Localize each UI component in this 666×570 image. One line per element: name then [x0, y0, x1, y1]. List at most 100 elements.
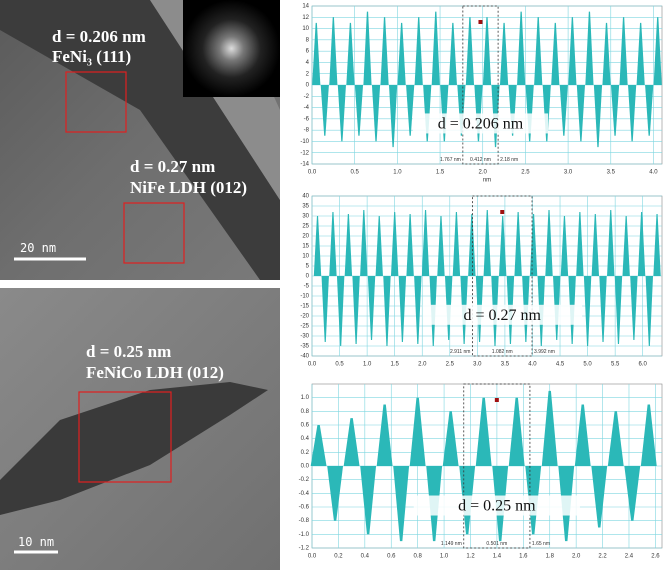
- profile-spike: [320, 85, 329, 136]
- profile-spike: [591, 466, 608, 528]
- profile-spike: [560, 216, 569, 276]
- x-tick-label: 3.5: [501, 362, 510, 368]
- profile-spike: [371, 85, 381, 142]
- x-tick-label: 1.8: [546, 554, 555, 560]
- y-tick-label: 0.0: [301, 464, 310, 470]
- y-tick-label: -4: [304, 105, 310, 111]
- measure-label: 1.149 nm: [441, 541, 462, 547]
- profile-spike: [393, 466, 410, 542]
- profile-spike: [619, 17, 628, 86]
- fft-inset: [183, 0, 280, 97]
- profile-spike: [630, 276, 638, 340]
- x-tick-label: 3.0: [473, 362, 482, 368]
- d-spacing-label: d = 0.27 nm: [130, 157, 215, 176]
- x-tick-label: 2.6: [651, 554, 660, 560]
- nanorod: [0, 382, 268, 515]
- x-tick-label: 2.0: [479, 170, 488, 176]
- profile-spike: [442, 411, 459, 466]
- profile-spike: [329, 212, 337, 276]
- annotation-bg: [422, 304, 583, 325]
- profile-spike: [367, 276, 376, 340]
- profile-spike: [508, 85, 517, 136]
- y-tick-label: 0: [306, 274, 310, 280]
- y-tick-label: -1.0: [299, 532, 310, 538]
- profile-spike: [585, 11, 594, 85]
- marker: [478, 20, 483, 24]
- x-tick-label: 0.0: [308, 554, 317, 560]
- x-tick-label: 0.0: [308, 362, 317, 368]
- profile-spike: [568, 17, 577, 86]
- phase-label: FeNiCo LDH (012): [86, 363, 224, 382]
- y-tick-label: 30: [302, 214, 309, 220]
- measure-label: 1.082 nm: [492, 349, 513, 355]
- y-tick-label: -14: [300, 162, 309, 168]
- measure-label: 2.911 nm: [450, 349, 470, 355]
- profile-spike: [653, 214, 661, 276]
- profile-spike: [636, 22, 645, 85]
- x-tick-label: 6.0: [639, 362, 648, 368]
- y-tick-label: -1.2: [299, 546, 310, 552]
- profile-spike: [517, 11, 526, 85]
- x-tick-label: 2.2: [598, 554, 607, 560]
- y-tick-label: -30: [300, 334, 309, 340]
- profile-spike: [474, 85, 483, 142]
- y-tick-label: 8: [306, 37, 310, 43]
- profile-spike: [607, 411, 624, 466]
- y-tick-label: -5: [304, 284, 310, 290]
- profile-spike: [414, 276, 422, 344]
- y-tick-label: 15: [302, 244, 309, 250]
- y-tick-label: -2: [304, 94, 310, 100]
- profile-spike: [475, 397, 492, 466]
- x-tick-label: 1.0: [393, 170, 402, 176]
- profile-spike: [653, 17, 662, 86]
- profile-spike: [383, 276, 391, 346]
- y-tick-label: -0.2: [299, 477, 310, 483]
- tem-image-bottom: d = 0.25 nm FeNiCo LDH (012) 10 nm: [0, 288, 280, 570]
- profile-spike: [397, 22, 406, 85]
- profile-spike: [534, 17, 543, 86]
- profile-spike: [452, 212, 461, 276]
- profile-spike: [375, 216, 383, 276]
- profile-spike: [337, 85, 346, 142]
- profile-spike: [499, 216, 507, 276]
- y-tick-label: -6: [304, 116, 310, 122]
- profile-spike: [465, 17, 475, 86]
- y-tick-label: 35: [302, 204, 309, 210]
- y-tick-label: 2: [306, 71, 310, 77]
- profile-spike: [406, 214, 414, 276]
- x-tick-label: 0.5: [335, 362, 344, 368]
- profile-spike: [610, 85, 620, 136]
- x-tick-label: 0.8: [413, 554, 422, 560]
- x-tick-label: 0.6: [387, 554, 396, 560]
- profile-spike: [414, 17, 423, 86]
- profile-spike: [468, 214, 476, 276]
- profile-spike: [624, 466, 641, 521]
- x-tick-label: 0.4: [361, 554, 370, 560]
- profile-spike: [406, 85, 415, 136]
- scale-bar-label: 10 nm: [18, 535, 54, 549]
- y-tick-label: -40: [300, 354, 309, 360]
- particle: [0, 0, 280, 280]
- profile-spike: [542, 85, 551, 142]
- x-tick-label: 1.2: [466, 554, 475, 560]
- tem-image-top: d = 0.206 nm FeNi₃ (111) d = 0.27 nm NiF…: [0, 0, 280, 280]
- d-spacing-annotation: d = 0.25 nm: [458, 498, 536, 515]
- x-tick-label: 2.5: [446, 362, 455, 368]
- profile-spike: [376, 404, 393, 466]
- measure-box: [472, 195, 533, 357]
- y-tick-label: -8: [304, 128, 310, 134]
- y-tick-label: -0.4: [299, 491, 310, 497]
- profile-spike: [645, 85, 654, 136]
- measure-label: 1.767 nm: [440, 157, 461, 163]
- profile-spike: [614, 276, 623, 344]
- profile-spike: [599, 276, 607, 342]
- profile-spike: [310, 425, 327, 466]
- x-tick-label: 1.4: [493, 554, 502, 560]
- x-tick-label: 4.0: [528, 362, 537, 368]
- profile-spike: [551, 22, 560, 85]
- d-spacing-label: d = 0.25 nm: [86, 342, 171, 361]
- profile-spike: [437, 216, 445, 276]
- d-spacing-annotation: d = 0.27 nm: [464, 307, 542, 324]
- x-tick-label: 4.5: [556, 362, 565, 368]
- y-tick-label: 6: [306, 49, 310, 55]
